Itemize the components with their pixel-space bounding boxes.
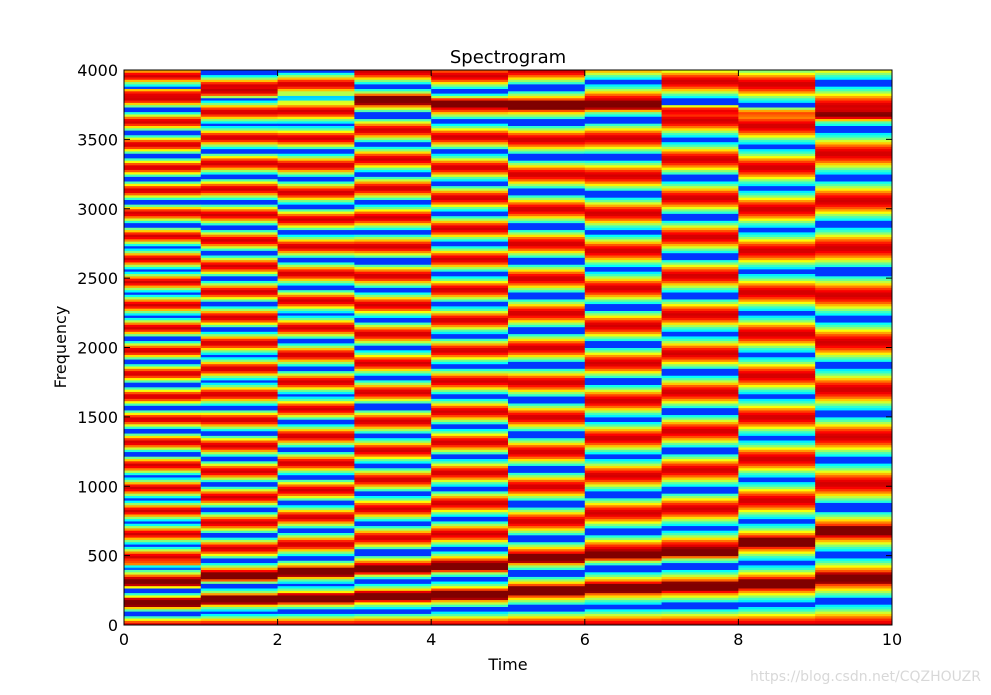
- segment-0: [124, 70, 202, 626]
- x-tick-label: 8: [733, 630, 743, 649]
- segment-4: [431, 70, 509, 626]
- x-tick-label: 6: [580, 630, 590, 649]
- segment-9: [815, 70, 893, 626]
- y-tick-label: 1000: [77, 477, 118, 496]
- y-axis-label: Frequency: [51, 306, 70, 389]
- segment-8: [738, 70, 816, 626]
- segment-6: [584, 70, 663, 626]
- segment-7: [661, 70, 739, 626]
- x-tick-label: 10: [882, 630, 902, 649]
- y-tick-label: 3000: [77, 200, 118, 219]
- chart-title: Spectrogram: [450, 47, 566, 68]
- y-axis: 0 500 1000 1500 2000 2500 3000 3500 4000: [77, 61, 892, 635]
- segment-5: [508, 70, 586, 626]
- y-tick-label: 4000: [77, 61, 118, 80]
- y-tick-label: 3500: [77, 130, 118, 149]
- y-tick-label: 2000: [77, 339, 118, 358]
- x-axis: 0 2 4 6 8 10: [119, 70, 902, 649]
- y-tick-label: 1500: [77, 408, 118, 427]
- x-tick-label: 2: [273, 630, 283, 649]
- x-axis-label: Time: [487, 655, 527, 674]
- x-tick-label: 0: [119, 630, 129, 649]
- x-tick-label: 4: [426, 630, 436, 649]
- watermark-text: https://blog.csdn.net/CQZHOUZR: [749, 669, 981, 685]
- segment-3: [354, 70, 432, 626]
- segment-2: [277, 70, 355, 626]
- y-tick-label: 500: [87, 547, 118, 566]
- y-tick-label: 2500: [77, 269, 118, 288]
- heatmap-area: [124, 70, 893, 626]
- y-tick-label: 0: [108, 616, 118, 635]
- segment-1: [200, 70, 279, 626]
